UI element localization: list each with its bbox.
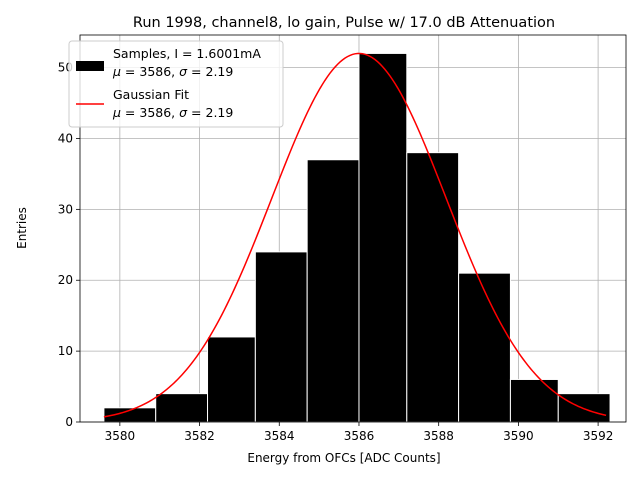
legend-fit-sigma-value: = 2.19 (187, 105, 233, 120)
y-tick-label: 0 (65, 415, 73, 429)
y-tick-label: 10 (58, 344, 73, 358)
histogram-bar (406, 152, 460, 423)
legend-fit-sigma-symbol: σ (179, 105, 188, 120)
legend-samples-patch (76, 61, 104, 71)
x-tick-label: 3586 (344, 429, 375, 443)
y-tick-label: 30 (58, 202, 73, 216)
y-tick-label: 40 (58, 131, 73, 145)
histogram-bar (358, 52, 408, 423)
x-tick-label: 3584 (264, 429, 295, 443)
legend-samples-mu-symbol: μ (112, 64, 121, 79)
legend-fit-mu-symbol: μ (112, 105, 121, 120)
gaussian-fit-curve (103, 52, 607, 418)
legend-samples-mu-value: = 3586, (121, 64, 179, 79)
histogram-bar (458, 272, 511, 423)
chart-title: Run 1998, channel8, lo gain, Pulse w/ 17… (133, 15, 555, 31)
histogram-bar (254, 251, 308, 423)
axes-frame (79, 34, 627, 423)
histogram-bar (155, 393, 209, 423)
histogram-bar (509, 378, 559, 423)
histogram-bars (103, 52, 611, 423)
x-tick-label: 3582 (184, 429, 215, 443)
x-axis-label: Energy from OFCs [ADC Counts] (247, 451, 440, 465)
legend-fit-label: Gaussian Fit (113, 87, 189, 102)
x-tick-label: 3588 (423, 429, 454, 443)
y-axis-label: Entries (15, 207, 29, 249)
legend-samples-sigma-value: = 2.19 (187, 64, 233, 79)
histogram-bar (306, 159, 360, 423)
legend-samples-label: Samples, I = 1.6001mA (113, 46, 261, 61)
legend: Samples, I = 1.6001mA μ = 3586, σ = 2.19… (68, 40, 284, 128)
x-tick-label: 3580 (105, 429, 136, 443)
legend-frame (68, 40, 284, 128)
legend-samples-stats: μ = 3586, σ = 2.19 (112, 64, 233, 79)
y-tick-label: 20 (58, 273, 73, 287)
histogram-bar (557, 393, 611, 423)
legend-samples-sigma-symbol: σ (179, 64, 188, 79)
x-axis-ticks: 3580 3582 3584 3586 3588 3590 3592 (105, 422, 614, 443)
x-tick-label: 3592 (583, 429, 614, 443)
x-tick-label: 3590 (503, 429, 534, 443)
legend-fit-mu-value: = 3586, (121, 105, 179, 120)
legend-fit-stats: μ = 3586, σ = 2.19 (112, 105, 233, 120)
histogram-bar (207, 336, 256, 423)
